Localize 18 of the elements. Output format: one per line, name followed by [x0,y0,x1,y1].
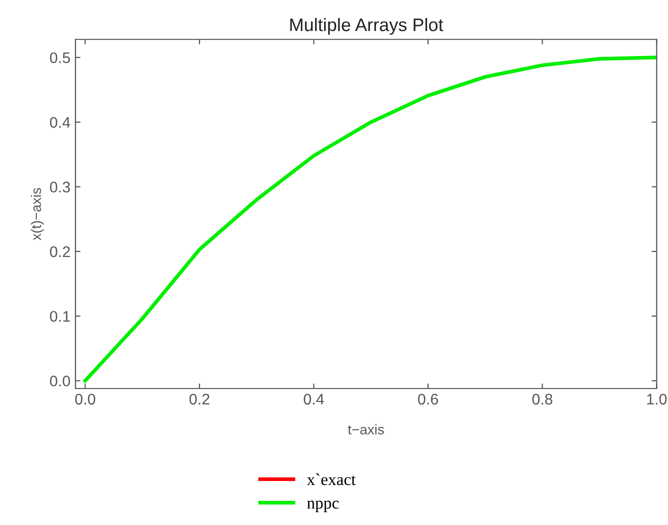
line-series [83,56,657,383]
x-tick-label: 0.6 [418,394,438,405]
y-tick-label: 0.4 [50,117,70,128]
y-tick-label: 0.5 [50,52,70,64]
x-tick-label: 1.0 [647,394,667,405]
y-tick-label: 0.2 [50,246,70,258]
y-tick-label: 0.3 [50,182,70,192]
y-axis-title: x(t)−axis [30,188,44,240]
y-tick-label: 0.0 [50,376,70,386]
x-tick-label: 0.0 [75,394,96,405]
chart-title: Multiple Arrays Plot [290,18,444,35]
x-tick-label: 0.8 [532,394,552,405]
legend-label: x`exact [306,473,356,486]
x-tick-label: 0.4 [304,394,324,405]
legend-label: nppc [307,500,339,512]
y-tick-label: 0.1 [50,310,70,322]
x-tick-label: 0.2 [189,394,210,405]
x-axis-title: t−axis [348,424,384,434]
